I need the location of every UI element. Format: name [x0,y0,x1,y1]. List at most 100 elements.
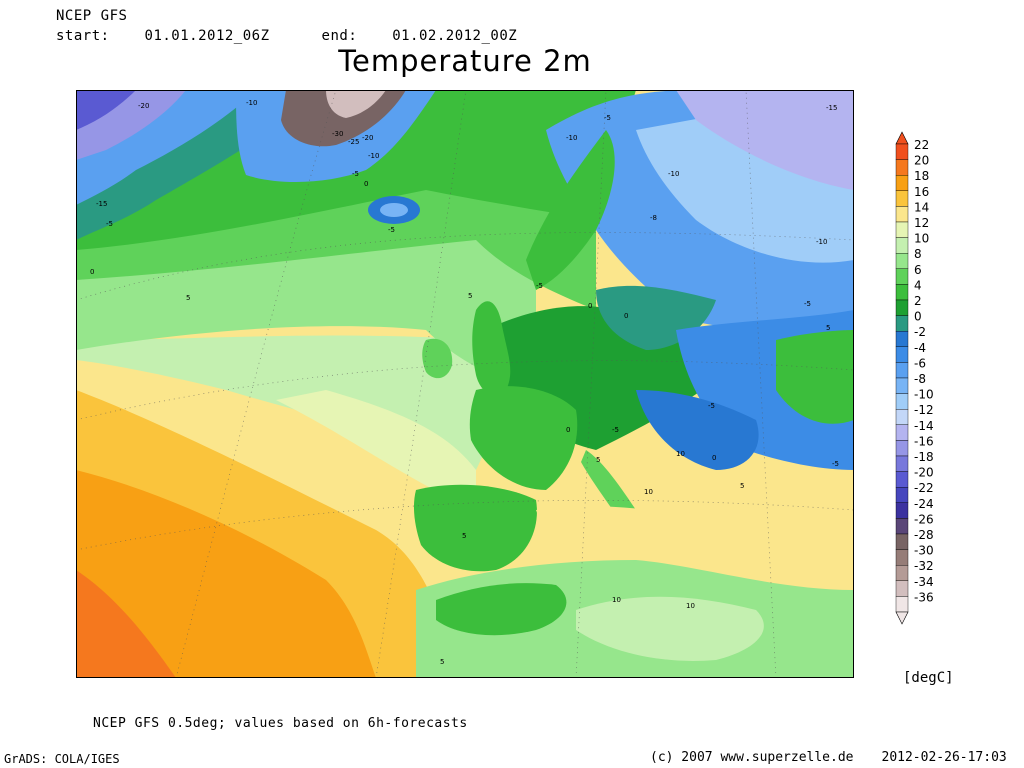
legend-unit: [degC] [903,670,954,686]
contour-label: 0 [90,268,94,276]
legend-label: -30 [914,544,934,558]
legend-label: 8 [914,247,922,261]
temp-band-pale-green-2 [276,390,476,510]
legend-label: 6 [914,263,922,277]
legend-swatch [895,471,909,488]
contour-label: -5 [536,282,543,290]
legend-swatch [895,518,909,535]
contour-label: -5 [612,426,619,434]
temp-band-red-orange [76,570,176,678]
greenland-ice-peak [326,90,386,118]
legend-swatch [895,190,909,207]
legend-swatch [895,502,909,519]
copyright: (c) 2007 www.superzelle.de [650,750,854,765]
contour-label: 0 [588,302,592,310]
contour-label: -5 [708,402,715,410]
contour-label: -20 [138,102,149,110]
legend-swatch [895,580,909,597]
contour-label: 10 [644,488,653,496]
legend-swatch [895,299,909,316]
legend-swatch [895,377,909,394]
iceland-inner [380,203,408,217]
legend-label: -16 [914,434,934,448]
contour-label: -15 [96,200,107,208]
britain-land [472,301,511,395]
legend-label: -22 [914,481,934,495]
date-range: start: 01.01.2012_06Z end: 01.02.2012_00Z [56,28,569,44]
legend-label: -2 [914,325,926,339]
contour-label: 0 [624,312,628,320]
legend-label: -4 [914,341,926,355]
legend-label: -24 [914,497,934,511]
legend-swatch [895,143,909,160]
contour-label: 5 [462,532,466,540]
italy-land [581,450,638,526]
legend-swatch [895,440,909,457]
iberia-land [413,484,537,572]
legend-label: 16 [914,185,929,199]
legend-swatch [895,221,909,238]
temp-band-deep-orange [76,470,376,678]
timestamp: 2012-02-26-17:03 [881,750,1007,765]
legend-swatch [895,455,909,472]
legend-label: 18 [914,169,929,183]
legend-swatch [895,549,909,566]
color-legend: 2220181614121086420-2-4-6-8-10-12-14-16-… [895,131,934,625]
legend-swatch [895,409,909,426]
contour-label: -30 [332,130,343,138]
legend-label: -36 [914,590,934,604]
legend-swatch [895,159,909,176]
legend-label: -34 [914,575,934,589]
legend-label: -8 [914,372,926,386]
legend-swatch [895,252,909,269]
start-value: 01.01.2012_06Z [144,28,270,44]
contour-label: 0 [712,454,716,462]
contour-label: 10 [686,602,695,610]
legend-label: -20 [914,466,934,480]
start-label: start: [56,28,110,44]
contour-label: -5 [352,170,359,178]
contour-label: -5 [388,226,395,234]
contour-label: -10 [246,99,257,107]
legend-swatch [895,206,909,223]
legend-label: -26 [914,512,934,526]
legend-label: 14 [914,200,929,214]
legend-label: -6 [914,356,926,370]
greenland-ice [281,90,406,147]
legend-swatch [895,596,909,613]
legend-label: 2 [914,294,922,308]
legend-label: -14 [914,419,934,433]
norway-coast [526,130,615,290]
africa-inner [576,596,764,661]
legend-swatch [895,346,909,363]
contour-label: 5 [826,324,830,332]
contour-label: 5 [596,456,600,464]
northeast-lilac [676,90,854,190]
contour-label: -5 [832,460,839,468]
graticule [76,90,854,678]
contour-label: 5 [440,658,444,666]
source-note: NCEP GFS 0.5deg; values based on 6h-fore… [93,716,468,731]
balkans-blue [636,390,759,470]
legend-swatch [895,315,909,332]
black-sea-green [776,330,854,424]
legend-label: -10 [914,388,934,402]
contour-labels: -20 -10 -30 -25 -20 -10 -5 0 -5 -15 -5 0… [90,99,839,666]
legend-swatch [895,533,909,550]
contour-label: 5 [186,294,190,302]
map-frame [76,90,854,678]
temperature-map: -20 -10 -30 -25 -20 -10 -5 0 -5 -15 -5 0… [76,90,854,678]
contour-label: -10 [566,134,577,142]
grads-credit: GrADS: COLA/IGES [4,752,120,766]
contour-label: -10 [668,170,679,178]
contour-label: -20 [362,134,373,142]
contour-label: 0 [364,180,368,188]
contour-label: -5 [106,220,113,228]
legend-swatch [895,393,909,410]
legend-label: -18 [914,450,934,464]
legend-label: 10 [914,232,929,246]
legend-label: 0 [914,310,922,324]
legend-label: 20 [914,154,929,168]
legend-label: -28 [914,528,934,542]
contour-label: -25 [348,138,359,146]
